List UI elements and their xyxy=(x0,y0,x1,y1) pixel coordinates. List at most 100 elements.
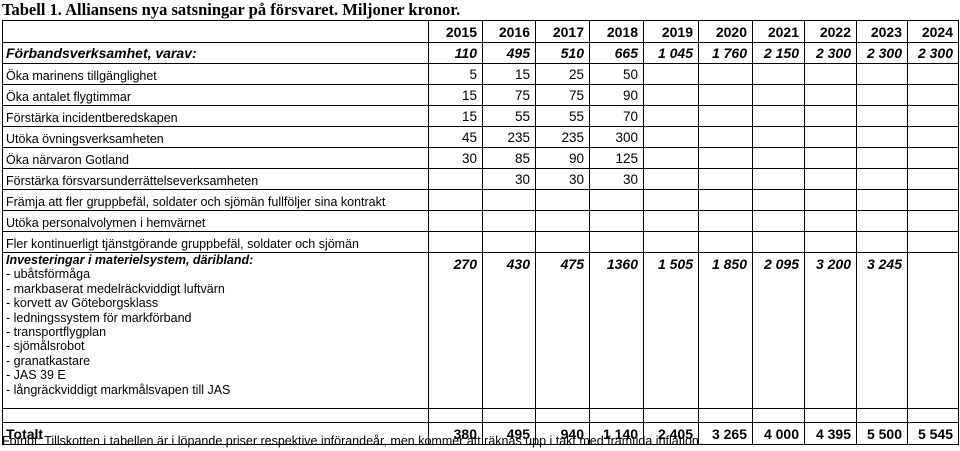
row-value xyxy=(856,63,908,85)
row-value: 55 xyxy=(535,105,590,127)
defense-budget-table: 2015 2016 2017 2018 2019 2020 2021 2022 2023 2024… xyxy=(2,20,959,445)
row-value xyxy=(804,63,857,85)
row-value xyxy=(698,105,753,127)
investments-label: Investeringar i materielsystem, däriblan… xyxy=(6,253,254,268)
row-value xyxy=(643,63,699,85)
table-row: Öka närvaron Gotland 30 85 90 125 xyxy=(2,147,959,169)
summary-value: 495 xyxy=(482,42,536,64)
row-value: 85 xyxy=(482,147,536,169)
investment-item: - markbaserat medelräckviddigt luftvärn xyxy=(6,281,225,296)
row-value xyxy=(643,210,699,232)
row-value xyxy=(752,63,805,85)
year-header-2017: 2017 xyxy=(535,20,590,43)
row-value xyxy=(752,84,805,106)
row-value xyxy=(482,231,536,253)
investments-value: 1 505 xyxy=(643,252,699,409)
row-value xyxy=(698,147,753,169)
row-label: Öka närvaron Gotland xyxy=(2,147,429,169)
spacer-cell xyxy=(856,408,908,423)
row-value: 90 xyxy=(589,84,644,106)
row-label: Fler kontinuerligt tjänstgörande gruppbe… xyxy=(2,231,429,253)
row-value xyxy=(643,168,699,190)
investments-value: 2 095 xyxy=(752,252,805,409)
row-value xyxy=(752,105,805,127)
investments-value: 3 245 xyxy=(856,252,908,409)
row-value xyxy=(804,84,857,106)
row-value xyxy=(752,147,805,169)
row-value xyxy=(643,147,699,169)
row-value: 70 xyxy=(589,105,644,127)
row-value xyxy=(428,168,483,190)
spacer-row xyxy=(2,408,959,423)
total-value: 1 140 xyxy=(589,422,644,445)
summary-row: Förbandsverksamhet, varav: 110 495 510 665 1 … xyxy=(2,42,959,64)
summary-value: 510 xyxy=(535,42,590,64)
row-value xyxy=(907,63,959,85)
summary-value: 1 760 xyxy=(698,42,753,64)
summary-value: 2 150 xyxy=(752,42,805,64)
spacer-cell xyxy=(752,408,805,423)
investment-item: - ledningssystem för markförband xyxy=(6,310,192,325)
row-value xyxy=(856,147,908,169)
row-label: Främja att fler gruppbefäl, soldater och… xyxy=(2,189,429,211)
row-value: 75 xyxy=(535,84,590,106)
row-value xyxy=(856,210,908,232)
row-value xyxy=(856,168,908,190)
header-row: 2015 2016 2017 2018 2019 2020 2021 2022 2023 2024 xyxy=(2,20,959,43)
row-value xyxy=(804,147,857,169)
row-value xyxy=(589,231,644,253)
row-value: 75 xyxy=(482,84,536,106)
year-header-2019: 2019 xyxy=(643,20,699,43)
row-value: 30 xyxy=(589,168,644,190)
investments-value: 1 850 xyxy=(698,252,753,409)
investments-row: Investeringar i materielsystem, däriblan… xyxy=(2,252,959,409)
table-row: Utöka personalvolymen i hemvärnet xyxy=(2,210,959,232)
row-value xyxy=(428,210,483,232)
row-value xyxy=(752,168,805,190)
summary-value: 2 300 xyxy=(804,42,857,64)
table-row: Öka marinens tillgänglighet 5 15 25 50 xyxy=(2,63,959,85)
row-label: Öka marinens tillgänglighet xyxy=(2,63,429,85)
row-value xyxy=(907,189,959,211)
year-header-2021: 2021 xyxy=(752,20,805,43)
spacer-cell xyxy=(589,408,644,423)
investments-value: 270 xyxy=(428,252,483,409)
year-header-2018: 2018 xyxy=(589,20,644,43)
row-value xyxy=(804,168,857,190)
spacer-cell xyxy=(643,408,699,423)
total-label: Totalt xyxy=(2,422,429,445)
row-value xyxy=(698,126,753,148)
investment-item: - sjömålsrobot xyxy=(6,339,85,354)
row-value: 15 xyxy=(428,105,483,127)
table-title: Tabell 1. Alliansens nya satsningar på f… xyxy=(2,0,461,19)
spacer-cell xyxy=(804,408,857,423)
summary-value: 2 300 xyxy=(856,42,908,64)
row-value xyxy=(907,147,959,169)
summary-value: 1 045 xyxy=(643,42,699,64)
investment-item: - JAS 39 E xyxy=(6,368,66,383)
investment-item: - långräckviddigt markmålsvapen till JAS xyxy=(6,382,231,397)
spacer-cell xyxy=(698,408,753,423)
investment-item: - korvett av Göteborgsklass xyxy=(6,296,159,311)
row-label: Förstärka försvarsunderrättelseverksamhe… xyxy=(2,168,429,190)
table-row: Förstärka försvarsunderrättelseverksamhe… xyxy=(2,168,959,190)
investment-item: - granatkastare xyxy=(6,353,91,368)
total-value: 5 500 xyxy=(856,422,908,445)
year-header-2023: 2023 xyxy=(856,20,908,43)
summary-label: Förbandsverksamhet, varav: xyxy=(2,42,429,64)
spacer-cell xyxy=(907,408,959,423)
spacer-cell xyxy=(428,408,483,423)
summary-value: 2 300 xyxy=(907,42,959,64)
row-value xyxy=(698,231,753,253)
row-value: 30 xyxy=(428,147,483,169)
investments-value xyxy=(907,252,959,409)
row-value xyxy=(752,210,805,232)
row-value: 55 xyxy=(482,105,536,127)
row-value xyxy=(804,105,857,127)
year-header-2020: 2020 xyxy=(698,20,753,43)
row-value xyxy=(804,189,857,211)
row-value xyxy=(907,231,959,253)
row-value xyxy=(428,189,483,211)
row-value xyxy=(482,210,536,232)
row-value xyxy=(643,231,699,253)
